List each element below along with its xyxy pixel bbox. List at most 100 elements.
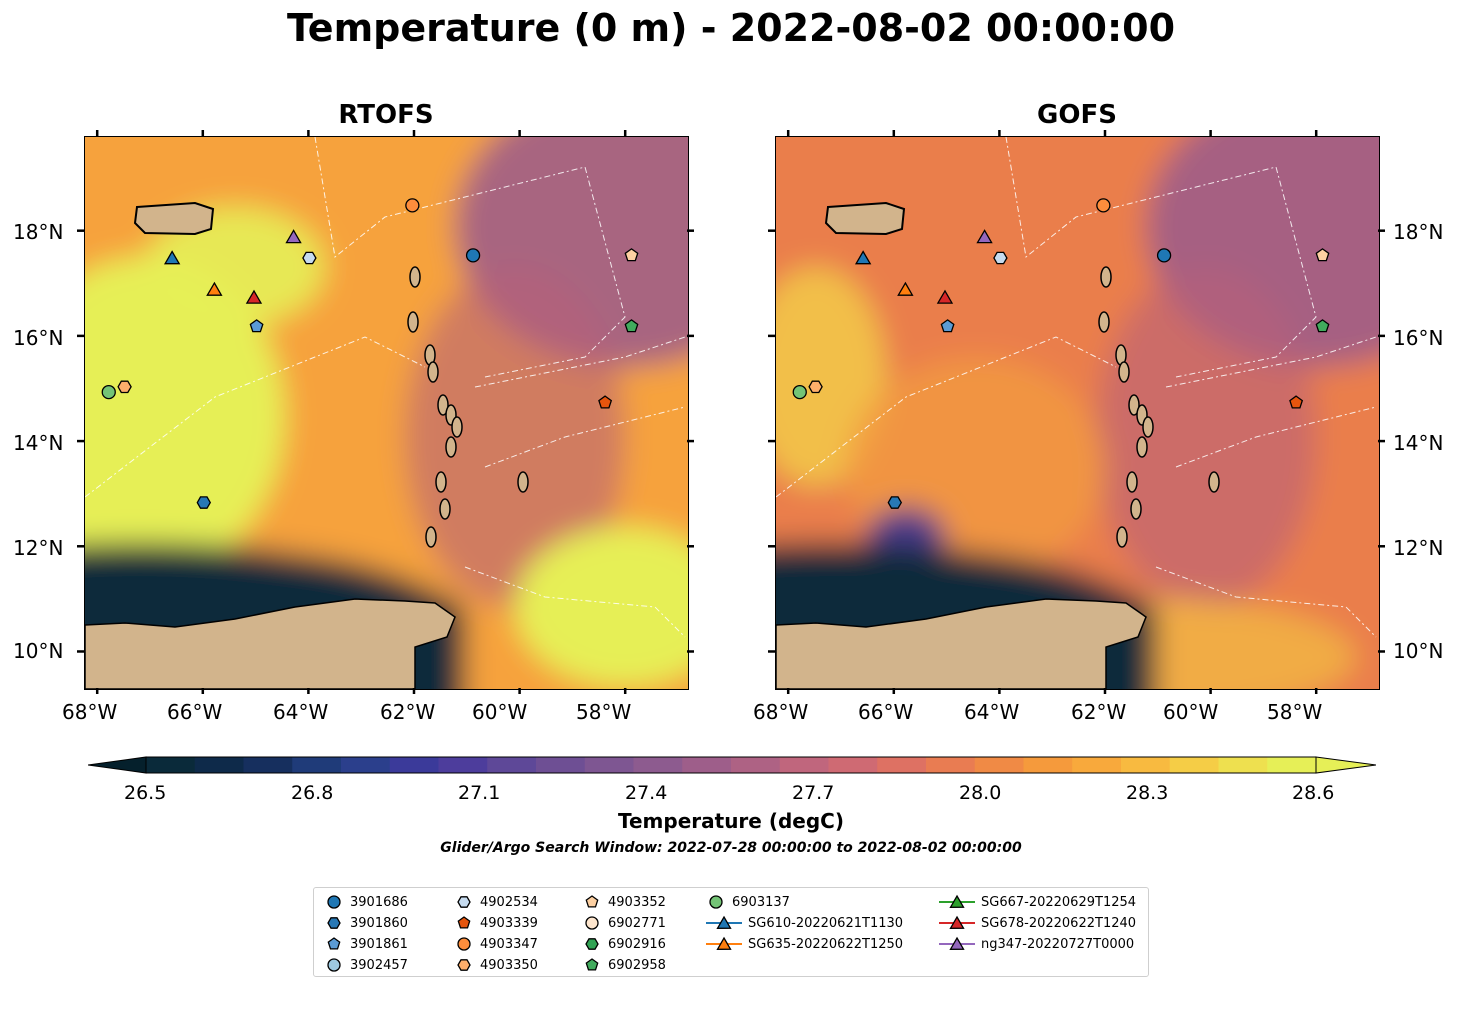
legend-item-4903347: 4903347	[454, 934, 538, 954]
island-11	[517, 471, 529, 493]
legend-marker-pentagon	[585, 895, 599, 908]
colorbar-bin	[536, 757, 586, 773]
legend-symbol-hexagon	[585, 938, 599, 950]
colorbar-bin	[1267, 757, 1317, 773]
island-4	[437, 394, 449, 416]
legend-item-6902958: 6902958	[582, 955, 666, 975]
legend-label: 4903339	[480, 915, 538, 931]
legend-symbol-pentagon	[585, 895, 599, 908]
island-1	[407, 311, 419, 333]
marker-SG678-20220622T1240	[245, 289, 263, 304]
puerto-rico-land	[133, 201, 215, 236]
legend-symbol-circle	[327, 895, 341, 909]
island-4	[1128, 394, 1140, 416]
axes-ticks	[77, 130, 1385, 694]
y-tick-left-12n: 12°N	[13, 536, 64, 560]
legend-symbol-triangle	[939, 936, 975, 950]
eez-boundaries	[776, 137, 1377, 638]
x-tick-right-66w: 66°W	[858, 700, 914, 724]
x-tick-left-62w: 62°W	[380, 700, 436, 724]
legend-item-4903350: 4903350	[454, 955, 538, 975]
marker-6902958	[1315, 319, 1330, 333]
x-tick-right-60w: 60°W	[1163, 700, 1219, 724]
legend-symbol-hexagon	[457, 959, 471, 971]
marker-4902534	[302, 251, 317, 265]
legend-marker-pentagon	[457, 916, 471, 929]
legend-label: 4903350	[480, 957, 538, 973]
island-10	[1116, 526, 1128, 548]
marker-SG610-20220621T1130	[854, 250, 872, 265]
legend-label: 3901860	[350, 915, 408, 931]
colorbar-bin	[974, 757, 1024, 773]
island-1	[1098, 311, 1110, 333]
colorbar-tick-28-0: 28.0	[959, 782, 1002, 804]
colorbar-tick-28-6: 28.6	[1292, 782, 1335, 804]
marker-4903347	[1096, 198, 1111, 213]
legend-marker-hexagon	[457, 959, 471, 971]
legend-symbol-hexagon	[457, 896, 471, 908]
colorbar-bin	[194, 757, 244, 773]
legend-marker-hexagon	[585, 938, 599, 950]
legend-marker-pentagon	[585, 958, 599, 971]
marker-3901686	[465, 248, 481, 263]
legend-marker-triangle	[949, 894, 965, 908]
marker-6903137	[792, 384, 807, 400]
legend-item-SG667-20220629T1254: SG667-20220629T1254	[939, 892, 1136, 912]
legend-item-6902771: 6902771	[582, 913, 666, 933]
marker-4903352	[1315, 248, 1330, 262]
legend-label: SG610-20220621T1130	[748, 915, 904, 931]
island-6	[451, 416, 463, 438]
x-tick-left-68w: 68°W	[62, 700, 118, 724]
y-tick-right-12n: 12°N	[1393, 536, 1444, 560]
island-9	[439, 498, 451, 520]
panel-title-gofs: GOFS	[1037, 100, 1117, 130]
legend-item-SG610-20220621T1130: SG610-20220621T1130	[706, 913, 903, 933]
marker-6903137	[101, 384, 116, 400]
colorbar-bin	[487, 757, 537, 773]
search-window-note: Glider/Argo Search Window: 2022-07-28 00…	[440, 840, 1022, 856]
x-tick-right-58w: 58°W	[1267, 700, 1323, 724]
legend-item-6902916: 6902916	[582, 934, 666, 954]
puerto-rico-land	[824, 201, 906, 236]
x-tick-left-66w: 66°W	[167, 700, 223, 724]
map-rtofs	[85, 137, 688, 689]
island-6	[1142, 416, 1154, 438]
colorbar-bin	[389, 757, 439, 773]
x-tick-right-68w: 68°W	[753, 700, 809, 724]
island-0	[1100, 266, 1112, 288]
colorbar-bin	[1218, 757, 1268, 773]
legend-label: 4902534	[480, 894, 538, 910]
legend-item-3901686: 3901686	[324, 892, 408, 912]
legend-symbol-triangle	[706, 915, 742, 929]
marker-4903339	[598, 395, 613, 409]
legend-marker-hexagon	[457, 896, 471, 908]
legend-item-3901860: 3901860	[324, 913, 408, 933]
legend-label: ng347-20220727T0000	[981, 936, 1135, 952]
colorbar-bin	[1072, 757, 1122, 773]
island-8	[435, 471, 447, 493]
legend-item-4903352: 4903352	[582, 892, 666, 912]
legend-marker-triangle	[949, 936, 965, 950]
legend-label: 3901861	[350, 936, 408, 952]
colorbar-bin	[584, 757, 634, 773]
colorbar-tick-27-4: 27.4	[625, 782, 668, 804]
island-7	[1136, 436, 1148, 458]
legend-symbol-circle	[327, 958, 341, 972]
legend-label: 3902457	[350, 957, 408, 973]
marker-4903339	[1289, 395, 1304, 409]
marker-SG678-20220622T1240	[936, 289, 954, 304]
colorbar-bin	[1023, 757, 1073, 773]
legend-marker-triangle	[716, 936, 732, 950]
marker-4903350	[808, 380, 823, 394]
colorbar-bin	[779, 757, 829, 773]
colorbar-bin	[243, 757, 293, 773]
colorbar-bin	[146, 757, 196, 773]
legend-item-3901861: 3901861	[324, 934, 408, 954]
legend-symbol-triangle	[706, 936, 742, 950]
colorbar-bin	[877, 757, 927, 773]
marker-SG635-20220622T1250	[897, 281, 914, 296]
legend-label: SG667-20220629T1254	[981, 894, 1137, 910]
legend-symbol-pentagon	[327, 937, 341, 950]
colorbar-outline	[145, 756, 1317, 774]
colorbar-bin	[1121, 757, 1171, 773]
